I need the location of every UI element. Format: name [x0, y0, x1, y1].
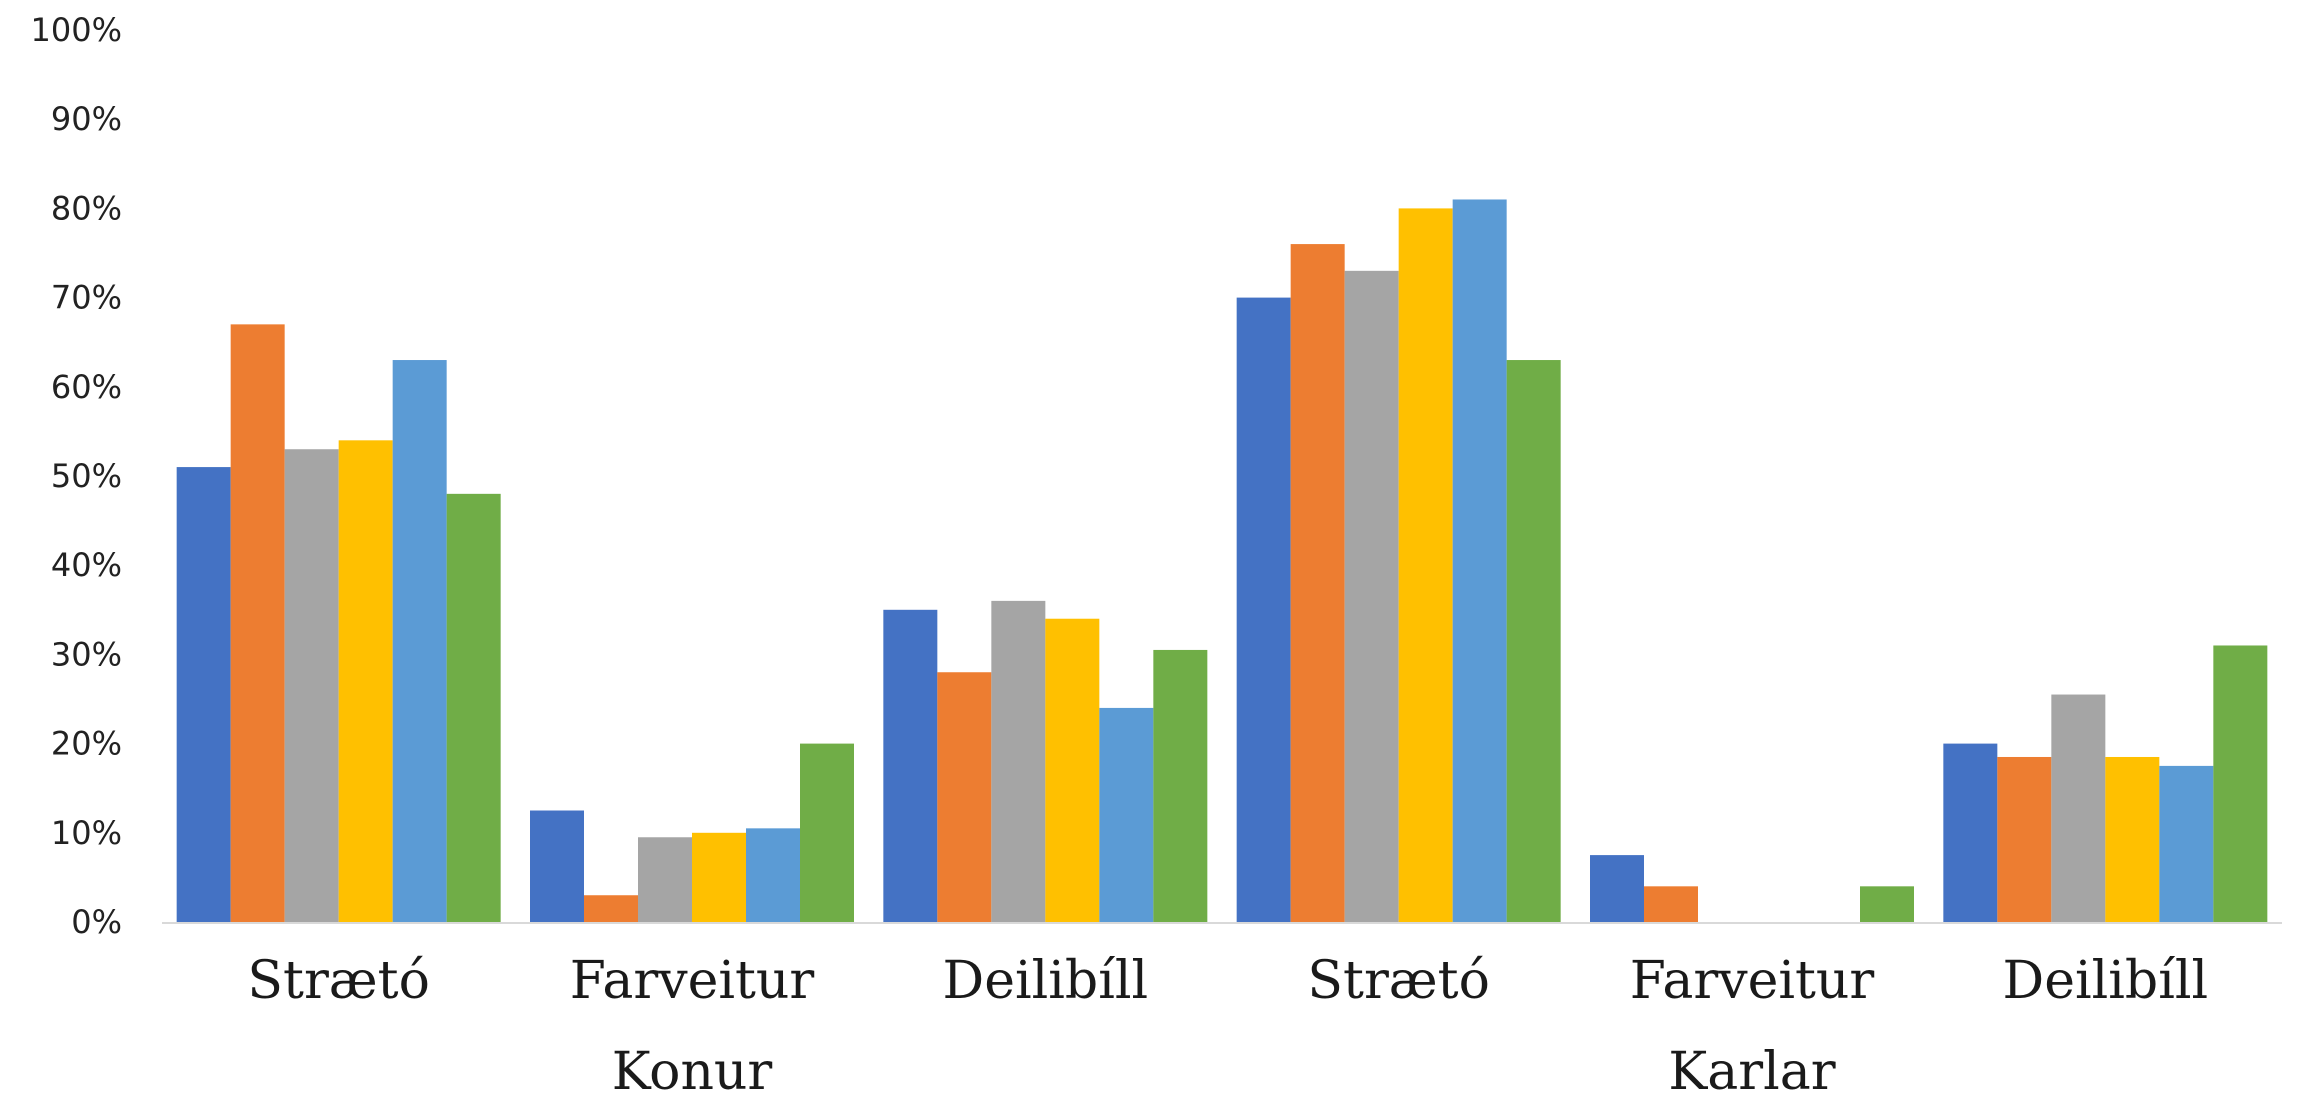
bar — [1344, 270, 1399, 923]
y-tick-label: 70% — [51, 279, 122, 317]
bar — [1398, 208, 1453, 922]
category-label: Deilibíll — [943, 951, 1149, 1011]
bar — [883, 609, 938, 922]
bar — [1236, 297, 1291, 923]
bar — [2051, 694, 2106, 922]
category-label: Strætó — [1307, 951, 1489, 1011]
y-tick-label: 20% — [51, 725, 122, 763]
bar — [338, 440, 393, 922]
y-tick-label: 60% — [51, 368, 122, 406]
y-tick-label: 90% — [51, 100, 122, 138]
bar — [284, 449, 339, 922]
bar — [584, 895, 638, 922]
bar — [1860, 886, 1914, 922]
bar — [638, 837, 692, 922]
bar — [230, 324, 285, 922]
bar — [692, 832, 746, 922]
y-tick-label: 50% — [51, 457, 122, 495]
category-label: Farveitur — [570, 951, 815, 1011]
bar — [1099, 707, 1154, 922]
bar — [1997, 756, 2052, 922]
bar — [1590, 855, 1644, 922]
y-tick-label: 30% — [51, 635, 122, 673]
bar — [2159, 765, 2214, 922]
bar — [746, 828, 800, 922]
bar — [1153, 649, 1208, 922]
y-tick-label: 40% — [51, 546, 122, 584]
y-tick-label: 80% — [51, 189, 122, 227]
group-label: Konur — [612, 1042, 773, 1099]
bar — [1452, 199, 1507, 923]
bar — [937, 672, 992, 922]
bar — [1943, 743, 1998, 922]
bar — [991, 600, 1046, 922]
bar — [2105, 756, 2160, 922]
category-label: Strætó — [247, 951, 429, 1011]
bar — [530, 810, 584, 922]
group-label: Karlar — [1668, 1042, 1835, 1099]
category-label: Farveitur — [1630, 951, 1875, 1011]
bar — [1644, 886, 1698, 922]
bar — [2213, 645, 2268, 922]
y-tick-label: 100% — [31, 11, 122, 49]
bar — [1290, 244, 1345, 922]
bar — [392, 360, 447, 922]
bar — [176, 467, 231, 922]
bar — [1045, 618, 1100, 922]
y-tick-label: 10% — [51, 814, 122, 852]
category-label: Deilibíll — [2003, 951, 2209, 1011]
bar — [800, 743, 854, 922]
y-tick-label: 0% — [71, 903, 122, 941]
bar — [1506, 360, 1561, 922]
bar — [446, 493, 501, 922]
